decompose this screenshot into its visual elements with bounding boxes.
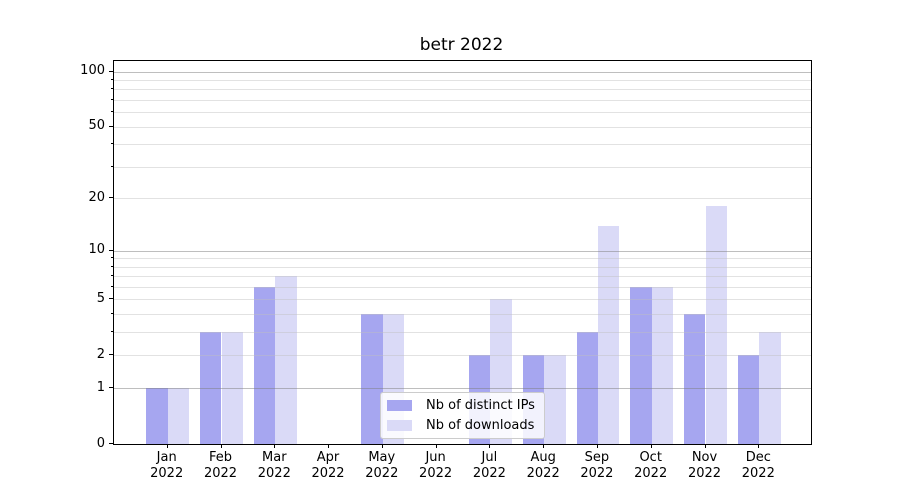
y-axis-tick-label: 10: [88, 242, 105, 257]
bar: [651, 287, 674, 444]
bar: [167, 388, 190, 444]
y-axis-tick-label: 2: [96, 346, 105, 362]
gridline: [114, 299, 811, 301]
bar: [146, 388, 168, 444]
x-axis-tick-label: Jul 2022: [472, 450, 506, 481]
y-tick-mark: [109, 70, 113, 72]
y-axis-tick-label: 100: [80, 63, 105, 79]
gridline: [114, 266, 811, 268]
legend-item: Nb of downloads: [387, 417, 535, 434]
y-minor-tick-mark: [111, 99, 113, 100]
plot-area: [113, 60, 812, 445]
x-axis-tick-label: Apr 2022: [311, 450, 345, 481]
x-axis-tick-label: Jan 2022: [150, 450, 184, 481]
x-axis-tick-label: Mar 2022: [257, 450, 291, 481]
y-minor-tick-mark: [111, 143, 113, 145]
x-axis-tick-label: Oct 2022: [634, 450, 668, 481]
bar: [275, 276, 297, 444]
bar: [705, 206, 727, 444]
legend-label: Nb of distinct IPs: [426, 398, 535, 413]
y-minor-tick-mark: [111, 111, 113, 113]
y-minor-tick-mark: [111, 257, 113, 259]
y-tick-mark: [109, 443, 113, 444]
bar: [597, 225, 620, 444]
x-tick-mark: [596, 444, 598, 448]
y-minor-tick-mark: [111, 331, 113, 333]
y-tick-mark: [109, 249, 113, 251]
bar: [630, 287, 652, 444]
bar: [759, 332, 781, 444]
gridline: [114, 100, 811, 101]
x-tick-mark: [650, 444, 652, 448]
y-minor-tick-mark: [111, 88, 113, 90]
x-axis-tick-label: May 2022: [365, 450, 399, 481]
bar: [544, 355, 566, 444]
y-minor-tick-mark: [111, 286, 113, 287]
y-minor-tick-mark: [111, 79, 113, 80]
gridline: [114, 314, 811, 316]
gridline: [114, 258, 811, 260]
gridline: [114, 71, 811, 73]
gridline: [114, 355, 811, 357]
grid-layer: [114, 61, 811, 444]
gridline: [114, 80, 811, 81]
x-tick-mark: [435, 444, 437, 448]
legend-label: Nb of downloads: [426, 418, 535, 433]
x-axis-tick-label: Sep 2022: [580, 450, 614, 481]
bar: [684, 314, 706, 444]
bar: [361, 314, 383, 444]
gridline: [114, 198, 811, 200]
x-tick-mark: [274, 444, 276, 448]
x-tick-mark: [220, 444, 222, 448]
y-axis-tick-label: 5: [96, 290, 105, 306]
x-tick-mark: [543, 444, 545, 448]
gridline: [114, 144, 811, 146]
gridline: [114, 332, 811, 334]
x-axis-tick-label: Jun 2022: [419, 450, 453, 481]
bar: [576, 332, 598, 444]
y-minor-tick-mark: [111, 313, 113, 315]
bar: [200, 332, 222, 444]
x-tick-mark: [381, 444, 383, 448]
bar: [221, 332, 243, 444]
y-axis-tick-label: 50: [88, 118, 105, 134]
gridline: [114, 166, 811, 168]
legend: Nb of distinct IPs Nb of downloads: [380, 392, 545, 439]
y-tick-mark: [109, 354, 113, 356]
gridline: [114, 112, 811, 114]
y-tick-mark: [109, 298, 113, 300]
x-tick-mark: [758, 444, 760, 448]
x-axis-tick-label: Nov 2022: [687, 450, 722, 481]
gridline: [114, 276, 811, 278]
gridline: [114, 89, 811, 91]
gridline: [114, 126, 811, 128]
legend-item: Nb of distinct IPs: [387, 397, 535, 414]
bar: [737, 355, 760, 444]
gridline: [114, 388, 811, 390]
x-axis-tick-label: Aug 2022: [526, 450, 560, 481]
x-tick-mark: [489, 444, 491, 448]
x-axis-tick-label: Feb 2022: [203, 450, 238, 481]
y-axis-tick-label: 0: [96, 435, 105, 451]
bar: [253, 287, 276, 444]
legend-swatch-distinct-ips: [387, 400, 412, 411]
chart-title: betr 2022: [419, 35, 504, 55]
y-minor-tick-mark: [111, 275, 113, 277]
legend-swatch-downloads: [387, 420, 412, 431]
x-tick-mark: [166, 444, 168, 448]
y-tick-mark: [109, 125, 113, 127]
x-axis-tick-label: Dec 2022: [741, 450, 775, 481]
gridline: [114, 287, 811, 288]
gridline: [114, 250, 811, 252]
y-axis-tick-label: 20: [88, 189, 105, 205]
y-tick-mark: [109, 387, 113, 389]
y-minor-tick-mark: [111, 165, 113, 167]
y-minor-tick-mark: [111, 265, 113, 267]
y-tick-mark: [109, 197, 113, 199]
y-axis-tick-label: 1: [96, 379, 105, 395]
x-tick-mark: [704, 444, 706, 448]
x-tick-mark: [328, 444, 329, 448]
